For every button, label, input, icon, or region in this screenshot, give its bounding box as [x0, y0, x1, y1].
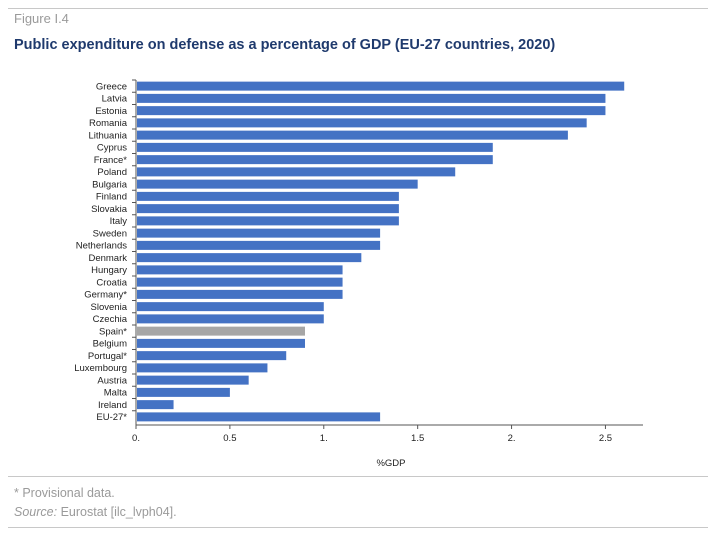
- category-label: Hungary: [91, 265, 127, 276]
- bar-greece: [137, 81, 625, 91]
- bar-czechia: [137, 314, 324, 324]
- category-label: Italy: [110, 216, 128, 227]
- x-tick-label: 0.: [132, 433, 140, 444]
- x-axis-title: %GDP: [376, 458, 405, 469]
- bar-luxembourg: [137, 363, 268, 373]
- category-label: Luxembourg: [74, 363, 127, 374]
- x-tick-label: 2.5: [599, 433, 612, 444]
- category-label: Slovakia: [91, 204, 128, 215]
- x-tick-label: 1.5: [411, 433, 424, 444]
- bar-spain: [137, 326, 305, 336]
- bar-croatia: [137, 277, 343, 287]
- category-label: Netherlands: [76, 241, 127, 252]
- bar-lithuania: [137, 130, 568, 140]
- bar-slovakia: [137, 204, 399, 214]
- category-label: Malta: [104, 388, 128, 399]
- category-label: Estonia: [95, 106, 127, 117]
- footer-rule: [8, 527, 708, 528]
- category-label: Denmark: [88, 253, 127, 264]
- bar-austria: [137, 375, 249, 385]
- x-tick-label: 0.5: [223, 433, 236, 444]
- source-line: Source: Eurostat [ilc_lvph04].: [14, 505, 177, 519]
- x-ticks: 0. 0.5 1. 1.5 2. 2.5: [132, 425, 612, 444]
- bar-germany: [137, 289, 343, 299]
- bar-ireland: [137, 400, 174, 410]
- bar-romania: [137, 118, 587, 128]
- category-label: Cyprus: [97, 143, 127, 154]
- category-label: Austria: [97, 375, 127, 386]
- source-text: Eurostat [ilc_lvph04].: [60, 505, 177, 519]
- bar-belgium: [137, 338, 305, 348]
- category-label: Ireland: [98, 400, 127, 411]
- category-label: Portugal*: [88, 351, 127, 362]
- category-label: Slovenia: [91, 302, 128, 313]
- bar-slovenia: [137, 302, 324, 312]
- bar-netherlands: [137, 240, 381, 250]
- category-label: France*: [94, 155, 128, 166]
- bar-finland: [137, 191, 399, 201]
- bar-malta: [137, 387, 230, 397]
- category-label: Poland: [97, 167, 127, 178]
- bar-denmark: [137, 253, 362, 263]
- bar-latvia: [137, 93, 606, 103]
- bar-estonia: [137, 106, 606, 116]
- category-label: Latvia: [102, 94, 128, 105]
- bar-france: [137, 155, 493, 165]
- chart-title: Public expenditure on defense as a perce…: [14, 37, 556, 53]
- bar-portugal: [137, 351, 287, 361]
- bottom-rule: [8, 476, 708, 477]
- category-label: Croatia: [96, 277, 127, 288]
- bar-italy: [137, 216, 399, 226]
- category-label: Greece: [96, 81, 127, 92]
- bars-group: [137, 81, 625, 422]
- source-label: Source:: [14, 505, 58, 519]
- category-label: Czechia: [93, 314, 128, 325]
- category-label: EU-27*: [96, 412, 127, 423]
- category-label: Romania: [89, 118, 128, 129]
- figure-label: Figure I.4: [14, 11, 69, 26]
- bar-eu-27: [137, 412, 381, 422]
- category-label: Germany*: [84, 290, 127, 301]
- x-tick-label: 1.: [320, 433, 328, 444]
- footnote: * Provisional data.: [14, 486, 115, 500]
- top-rule: [8, 8, 708, 9]
- category-label: Sweden: [93, 228, 127, 239]
- category-label: Belgium: [93, 339, 127, 350]
- category-label: Bulgaria: [92, 179, 128, 190]
- bar-hungary: [137, 265, 343, 275]
- bar-bulgaria: [137, 179, 418, 189]
- category-label: Spain*: [99, 326, 127, 337]
- bar-poland: [137, 167, 456, 177]
- bar-sweden: [137, 228, 381, 238]
- category-label: Lithuania: [88, 130, 127, 141]
- bar-cyprus: [137, 142, 493, 152]
- x-tick-label: 2.: [508, 433, 516, 444]
- category-label: Finland: [96, 192, 127, 203]
